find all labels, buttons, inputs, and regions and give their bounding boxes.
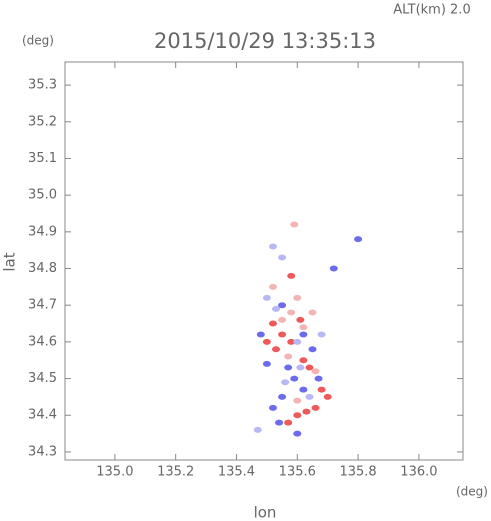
echo-point — [290, 221, 299, 228]
echo-point — [299, 357, 308, 364]
x-tick-label: 135.6 — [279, 465, 316, 480]
subtitle: ALT(km) 2.0 — [393, 3, 470, 18]
y-tick-label: 34.5 — [28, 371, 57, 386]
echo-point — [305, 364, 314, 371]
y-tick-label: 35.0 — [28, 188, 57, 203]
echo-point — [299, 331, 308, 338]
x-tick-label: 136.0 — [400, 465, 437, 480]
x-tick-label: 135.4 — [218, 465, 255, 480]
x-axis-label: lon — [254, 504, 277, 521]
echo-point — [278, 331, 287, 338]
echo-point — [296, 364, 305, 371]
echo-point — [293, 338, 302, 345]
echo-point — [256, 331, 265, 338]
echo-point — [253, 426, 262, 433]
echo-point — [311, 368, 320, 375]
echo-point — [293, 430, 302, 437]
echo-point — [268, 320, 277, 327]
echo-point — [308, 309, 317, 316]
echo-point — [311, 404, 320, 411]
chart-title: 2015/10/29 13:35:13 — [154, 29, 376, 53]
echo-point — [296, 316, 305, 323]
echo-point — [290, 375, 299, 382]
echo-point — [272, 305, 281, 312]
echo-point — [268, 243, 277, 250]
x-tick-label: 135.2 — [157, 465, 194, 480]
y-axis-label: lat — [1, 252, 19, 271]
x-tick-label: 135.0 — [96, 465, 133, 480]
echo-point — [268, 283, 277, 290]
echo-point — [317, 331, 326, 338]
echo-point — [287, 309, 296, 316]
echo-point — [287, 338, 296, 345]
echo-point — [323, 393, 332, 400]
echo-point — [354, 236, 363, 243]
echo-point — [281, 379, 290, 386]
echo-point — [262, 294, 271, 301]
echo-point — [302, 408, 311, 415]
echo-point — [268, 404, 277, 411]
echo-point — [329, 265, 338, 272]
echo-point — [272, 346, 281, 353]
echo-point — [308, 346, 317, 353]
y-tick-label: 34.9 — [28, 224, 57, 239]
echo-point — [287, 272, 296, 279]
echo-point — [262, 360, 271, 367]
echo-point — [305, 393, 314, 400]
echo-point — [299, 324, 308, 331]
echo-point — [293, 412, 302, 419]
y-unit: (deg) — [22, 34, 54, 48]
echo-point — [278, 254, 287, 261]
echo-point — [278, 302, 287, 309]
echo-point — [284, 353, 293, 360]
echo-point — [278, 316, 287, 323]
echo-point — [262, 338, 271, 345]
echo-point — [275, 419, 284, 426]
x-tick-label: 135.8 — [339, 465, 376, 480]
echo-point — [284, 364, 293, 371]
y-tick-label: 34.4 — [28, 408, 57, 423]
y-tick-label: 35.2 — [28, 114, 57, 129]
echo-point — [317, 386, 326, 393]
echo-point — [293, 397, 302, 404]
echo-point — [299, 386, 308, 393]
echo-point — [293, 294, 302, 301]
echo-point — [314, 375, 323, 382]
y-tick-label: 35.3 — [28, 78, 57, 93]
echo-point — [284, 419, 293, 426]
y-tick-label: 34.8 — [28, 261, 57, 276]
x-unit: (deg) — [456, 485, 488, 499]
y-tick-label: 34.3 — [28, 444, 57, 459]
y-tick-label: 34.6 — [28, 334, 57, 349]
y-tick-label: 34.7 — [28, 298, 57, 313]
y-tick-label: 35.1 — [28, 151, 57, 166]
echo-point — [278, 393, 287, 400]
plot-frame — [64, 61, 464, 461]
